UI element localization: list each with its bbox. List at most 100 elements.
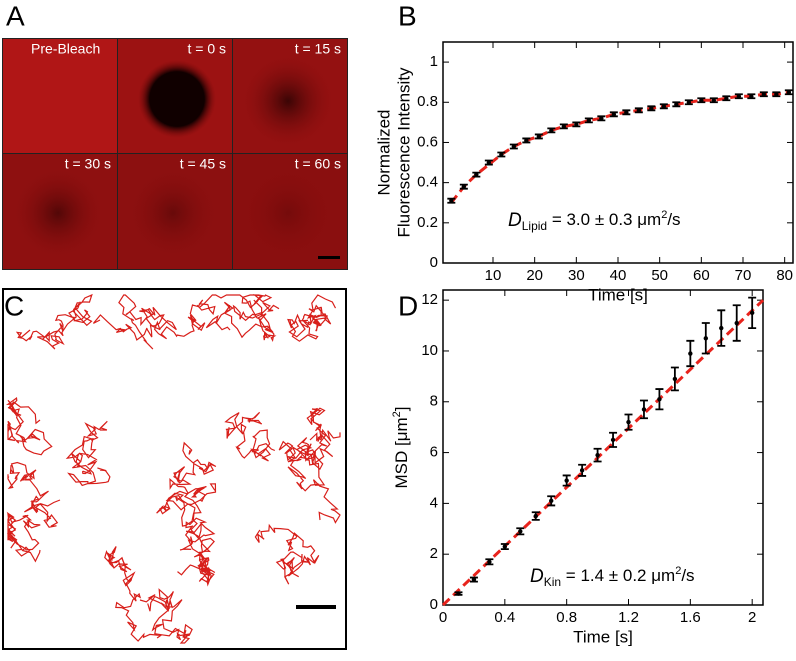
scale-bar: [318, 256, 340, 259]
x-tick-label: 60: [693, 267, 710, 284]
plot-frame: [442, 289, 764, 606]
annotation-sup: 2: [675, 565, 681, 577]
image-tile: [3, 39, 117, 153]
x-tick-label: 2: [748, 609, 756, 626]
data-point: [736, 94, 742, 99]
annotation-subscript: Kin: [544, 575, 561, 589]
x-tick-label: 10: [485, 267, 502, 284]
x-tick-label: 0.4: [494, 609, 515, 626]
trajectory: [287, 294, 337, 342]
y-tick-label: 1: [430, 53, 438, 70]
data-point: [699, 98, 704, 103]
trajectory: [5, 397, 53, 456]
y-axis-label: Normalized: [374, 110, 393, 196]
data-point: [611, 112, 617, 117]
data-point: [561, 124, 567, 129]
data-point: [499, 152, 504, 157]
trajectory: [15, 293, 93, 350]
annotation-subscript: Lipid: [522, 219, 547, 233]
y-tick-label: 0.2: [417, 214, 438, 231]
data-point: [641, 407, 647, 412]
data-point: [595, 452, 600, 458]
trajectory: [104, 546, 163, 642]
data-point: [536, 134, 542, 139]
data-point: [549, 128, 554, 133]
data-point: [586, 118, 592, 123]
annotation-symbol: D: [508, 210, 522, 231]
data-point: [774, 92, 779, 97]
data-point: [449, 198, 454, 203]
x-tick-label: 1.6: [680, 609, 701, 626]
data-point: [511, 144, 517, 149]
x-axis-label: Time [s]: [588, 285, 648, 304]
bleach-spot: [243, 56, 333, 146]
y-axis-label: MSD [μm2]: [391, 406, 412, 488]
bleach-spot: [128, 168, 218, 258]
x-tick-label: 40: [610, 267, 627, 284]
data-point: [672, 376, 678, 382]
x-tick-label: 70: [735, 267, 752, 284]
plot-frame: [442, 41, 794, 264]
x-axis-label: Time [s]: [573, 627, 633, 646]
annotation: DKin = 1.4 ± 0.2 μm2/s: [530, 565, 695, 589]
trajectory: [6, 511, 41, 563]
x-tick-label: 1.2: [618, 609, 639, 626]
trajectory: [278, 432, 334, 492]
data-point: [724, 96, 729, 101]
trajectory: [224, 411, 276, 462]
panel-label: D: [398, 290, 418, 321]
frame-label: t = 30 s: [65, 156, 111, 172]
data-point: [456, 591, 461, 596]
x-tick-label: 0: [439, 609, 447, 626]
data-point: [703, 336, 709, 341]
frame-label: t = 15 s: [295, 41, 341, 57]
data-point: [649, 106, 654, 111]
annotation-tail: /s: [667, 210, 680, 229]
frame-label: t = 60 s: [295, 156, 341, 172]
annotation-tail: /s: [681, 566, 694, 585]
data-point: [761, 92, 767, 97]
data-point: [711, 98, 717, 103]
x-tick-label: 20: [526, 267, 543, 284]
y-tick-label: 0: [430, 596, 438, 613]
data-point: [661, 104, 667, 109]
trajectory-frame: [2, 288, 347, 650]
trajectory: [254, 523, 320, 585]
y-tick-label: 0.8: [417, 93, 438, 110]
data-point: [719, 325, 724, 331]
y-tick-label: 0.6: [417, 133, 438, 150]
data-point: [624, 110, 629, 115]
data-point: [549, 498, 554, 504]
panel-label: A: [6, 0, 25, 31]
data-point: [636, 108, 642, 113]
data-point: [626, 419, 631, 425]
annotation-sup: 2: [661, 209, 667, 221]
x-tick-label: 80: [776, 267, 793, 284]
y-axis-label-sup: 2: [391, 411, 403, 417]
trajectory: [92, 294, 177, 350]
data-point: [461, 184, 467, 189]
frap-images: [2, 38, 348, 270]
data-point: [786, 90, 792, 95]
frame-label: t = 45 s: [180, 156, 226, 172]
x-tick-label: 50: [651, 267, 668, 284]
data-point: [599, 116, 604, 121]
trajectory: [205, 301, 280, 342]
data-point: [579, 468, 585, 473]
data-point: [574, 122, 579, 127]
data-point: [657, 397, 662, 402]
y-axis-label: Fluorescence Intensity: [394, 67, 413, 238]
annotation-text: = 1.4 ± 0.2 μm: [561, 566, 675, 585]
trajectory: [304, 407, 341, 524]
y-axis-label-part: MSD [μm: [392, 417, 411, 488]
panel-label: B: [398, 0, 417, 31]
annotation: DLipid = 3.0 ± 0.3 μm2/s: [508, 209, 681, 233]
bleach-spot: [138, 60, 216, 138]
frame-label: t = 0 s: [187, 41, 226, 57]
scale-bar: [296, 605, 336, 609]
y-tick-label: 2: [430, 545, 438, 562]
y-tick-label: 8: [430, 393, 438, 410]
data-point: [749, 310, 755, 316]
y-tick-label: 4: [430, 494, 438, 511]
